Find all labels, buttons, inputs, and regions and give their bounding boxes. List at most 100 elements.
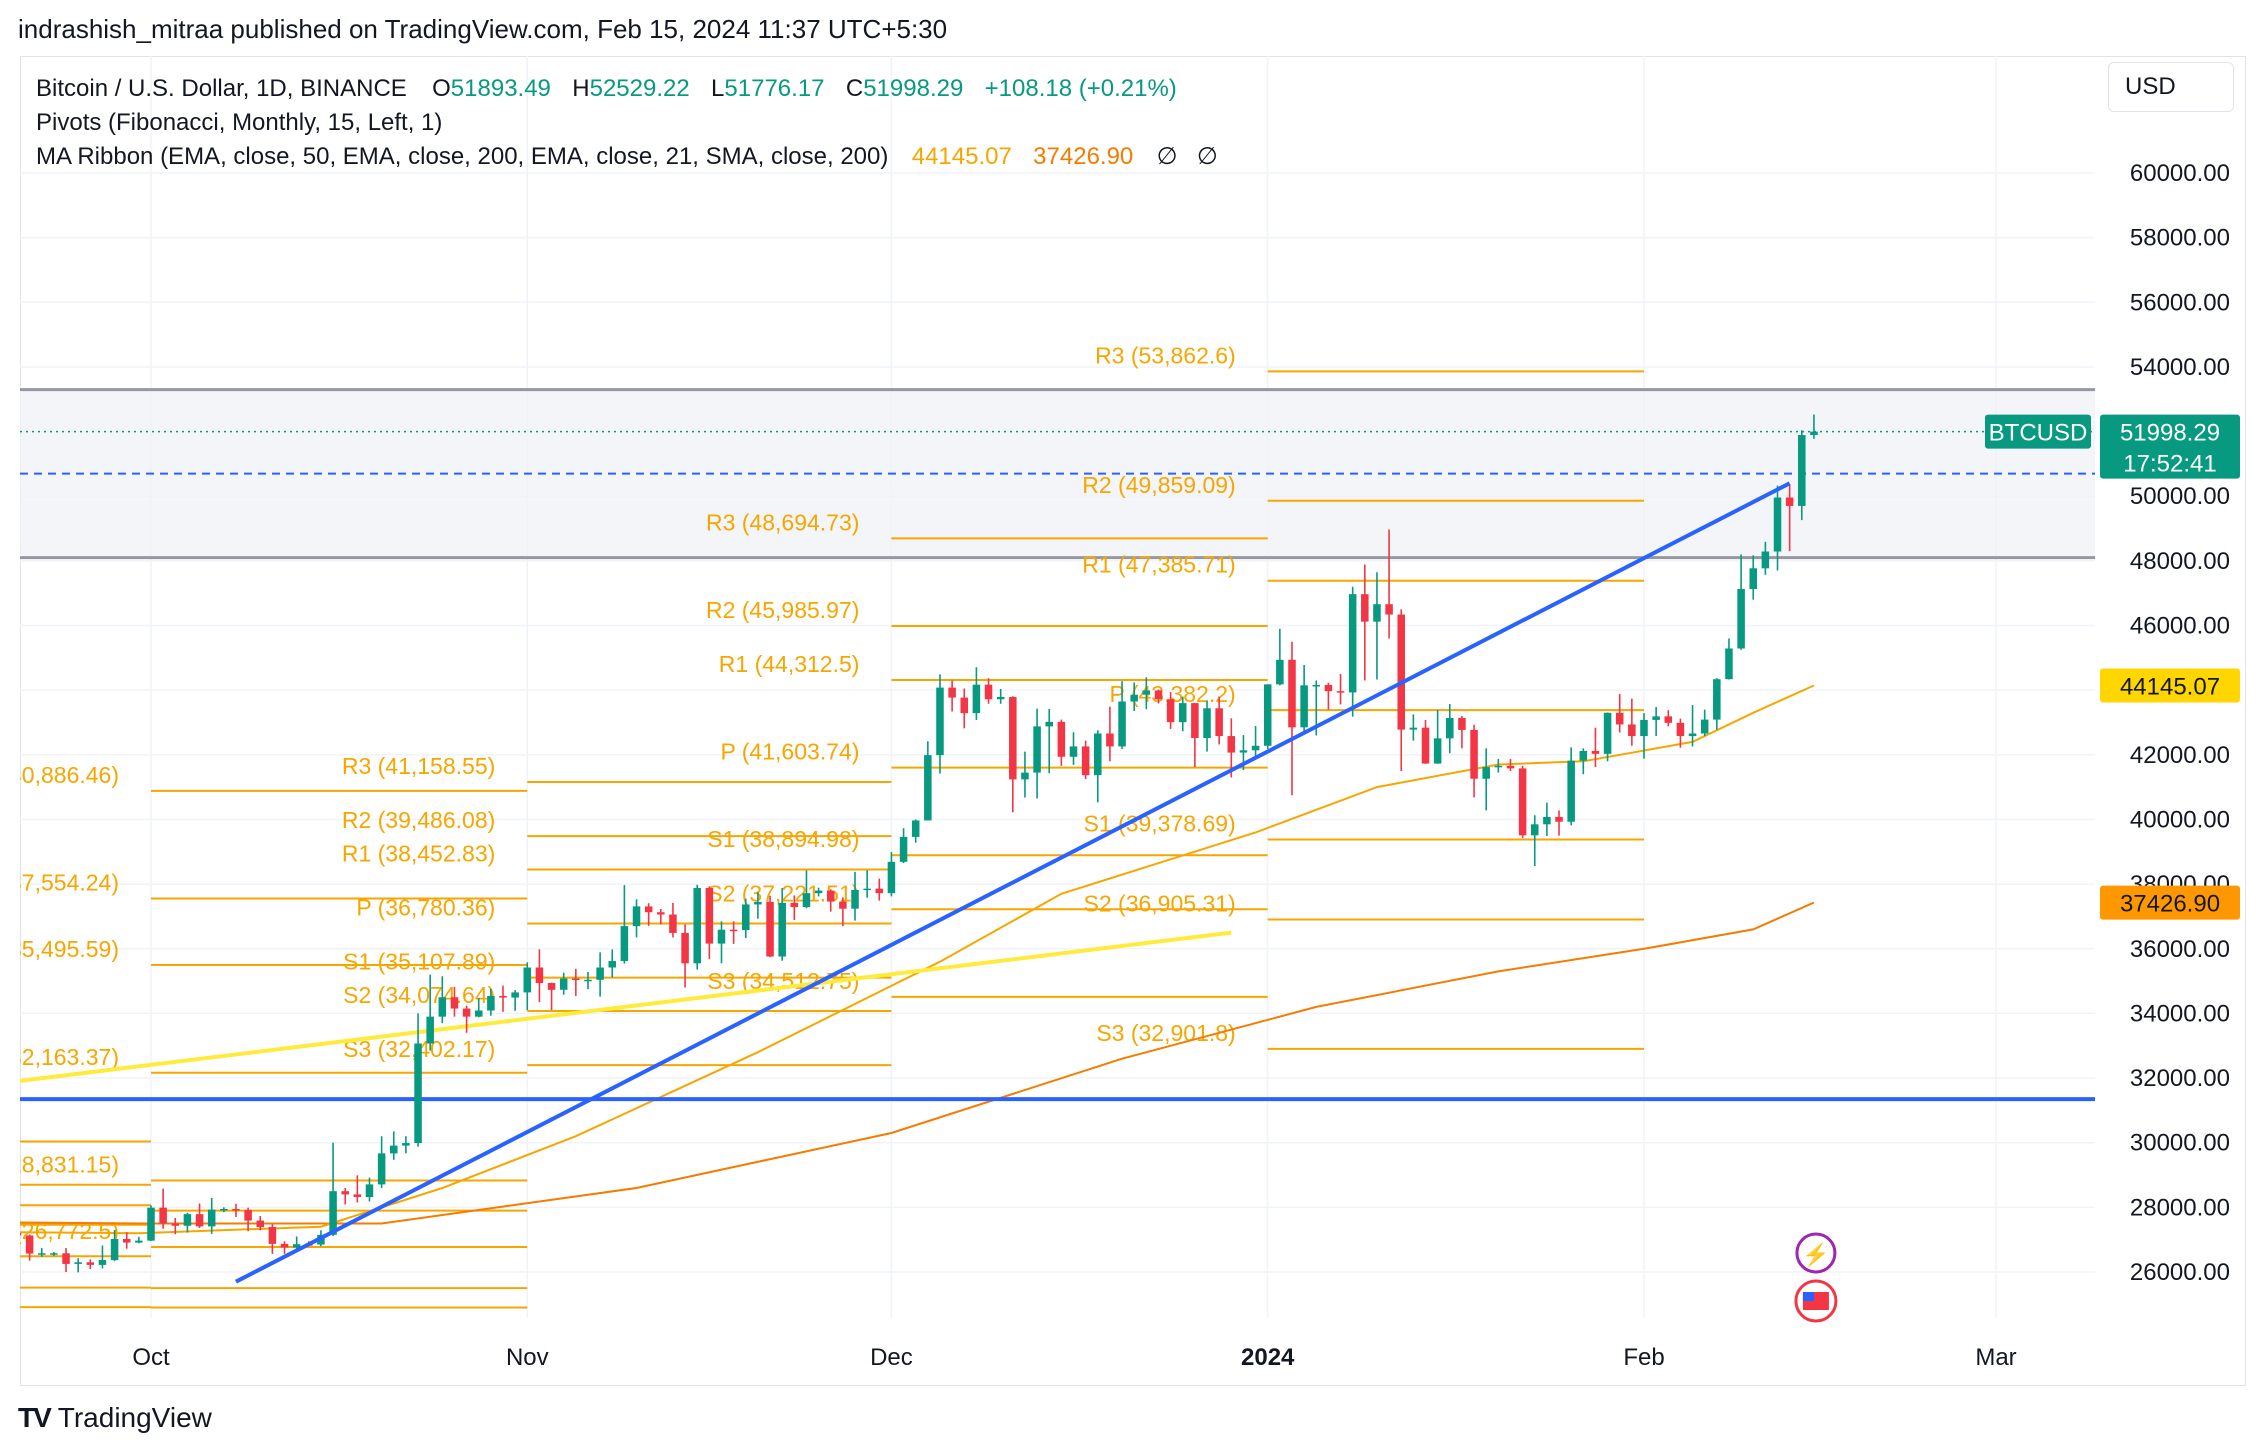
candle-body <box>1506 765 1515 769</box>
candle-body <box>1688 733 1697 737</box>
candle <box>681 924 689 988</box>
candle-body <box>669 914 677 933</box>
candle-body <box>1494 765 1503 768</box>
candle-body <box>1628 724 1636 737</box>
candle <box>984 678 993 704</box>
candle-body <box>499 995 507 998</box>
candle-body <box>110 1239 119 1261</box>
candle <box>1045 708 1053 774</box>
candle-body <box>535 967 544 984</box>
candle-body <box>1421 727 1430 764</box>
pivot-level-label: R2 (37,554.24) <box>0 870 119 896</box>
candle-body <box>377 1153 386 1185</box>
candle <box>620 885 629 964</box>
candle-body <box>863 888 871 891</box>
candle-body <box>1543 816 1551 825</box>
candle-body <box>1676 722 1685 737</box>
candle-body <box>50 1253 58 1255</box>
candle <box>511 990 519 1011</box>
candle <box>1676 718 1685 748</box>
candle <box>183 1212 192 1233</box>
candle <box>996 688 1005 704</box>
price-tick-label: 48000.00 <box>2130 548 2230 575</box>
candle <box>632 899 641 938</box>
pivots-indicator-title: Pivots (Fibonacci, Monthly, 15, Left, 1) <box>36 109 443 136</box>
candle-body <box>559 978 568 990</box>
candle-body <box>232 1208 240 1211</box>
candle-body <box>256 1220 265 1228</box>
candle <box>98 1245 107 1269</box>
candle-body <box>1033 726 1041 773</box>
candle-body <box>826 890 835 902</box>
candle <box>1191 703 1199 768</box>
ma-ribbon-legend-row[interactable]: MA Ribbon (EMA, close, 50, EMA, close, 2… <box>36 140 1218 174</box>
candle <box>547 982 556 1011</box>
candle <box>1130 682 1138 711</box>
candle-body <box>608 961 617 968</box>
currency-button[interactable]: USD <box>2108 62 2234 112</box>
candle <box>402 1136 410 1154</box>
candle-body <box>1518 768 1527 836</box>
candle-body <box>1640 719 1648 737</box>
candle-body <box>1700 719 1709 734</box>
candle-body <box>365 1184 374 1198</box>
candle <box>1494 759 1503 773</box>
candle-body <box>1664 716 1673 723</box>
candle <box>1300 664 1308 735</box>
candle <box>62 1248 70 1272</box>
plot-area: ,038.84),064.86)7,463.13)7,489.15)5,515.… <box>0 56 2095 1318</box>
candle <box>1506 759 1515 771</box>
change-value: +108.18 (+0.21%) <box>984 75 1177 102</box>
candle <box>1458 716 1466 749</box>
candle <box>1069 732 1078 765</box>
close-value: 51998.29 <box>863 75 964 102</box>
ohlc-legend-row[interactable]: Bitcoin / U.S. Dollar, 1D, BINANCE O5189… <box>36 72 1218 106</box>
tradingview-logo-icon: TV <box>18 1402 52 1433</box>
candle-body <box>1785 497 1794 506</box>
pivot-level-label: R3 (53,862.6) <box>1095 342 1236 368</box>
candle-body <box>1773 497 1782 552</box>
candle <box>1421 719 1430 764</box>
candle <box>657 909 665 925</box>
candle <box>1081 740 1090 780</box>
ascending-trendline <box>235 481 1791 1284</box>
candle-body <box>220 1208 228 1211</box>
candle <box>147 1205 155 1241</box>
candle <box>1615 694 1624 733</box>
candle <box>851 871 859 921</box>
candle-body <box>996 696 1005 700</box>
candle-body <box>244 1209 252 1221</box>
time-tick-label: Dec <box>870 1344 913 1371</box>
candle <box>814 887 823 897</box>
candle-body <box>657 912 665 915</box>
candle-body <box>754 901 762 905</box>
candle <box>1688 705 1697 747</box>
symbol-title: Bitcoin / U.S. Dollar, 1D, BINANCE <box>36 75 407 102</box>
candle-body <box>1300 685 1308 728</box>
candle-body <box>1203 708 1211 739</box>
candle-body <box>438 997 447 1017</box>
candle-body <box>1458 717 1466 730</box>
price-tick-label: 28000.00 <box>2130 1194 2230 1221</box>
candle <box>122 1232 131 1249</box>
candle-body <box>523 967 532 993</box>
tradingview-logo[interactable]: TV TradingView <box>18 1402 212 1434</box>
candle <box>669 902 677 938</box>
candle <box>693 884 701 970</box>
candle <box>644 903 653 926</box>
candle-body <box>924 755 932 821</box>
candle <box>207 1197 216 1234</box>
candle-body <box>1482 767 1490 779</box>
candle-body <box>1009 696 1017 780</box>
candle <box>1603 712 1612 762</box>
candle <box>1761 541 1770 575</box>
price-tick-label: 36000.00 <box>2130 936 2230 963</box>
pivots-legend-row[interactable]: Pivots (Fibonacci, Monthly, 15, Left, 1) <box>36 106 1218 140</box>
pivot-level-label: S2 (37,221.51) <box>707 880 859 906</box>
tradingview-logo-text: TradingView <box>57 1402 212 1433</box>
price-tick-label: 56000.00 <box>2130 289 2230 316</box>
candle <box>1409 714 1418 741</box>
candle-body <box>632 906 641 927</box>
candle-body <box>474 1010 483 1017</box>
